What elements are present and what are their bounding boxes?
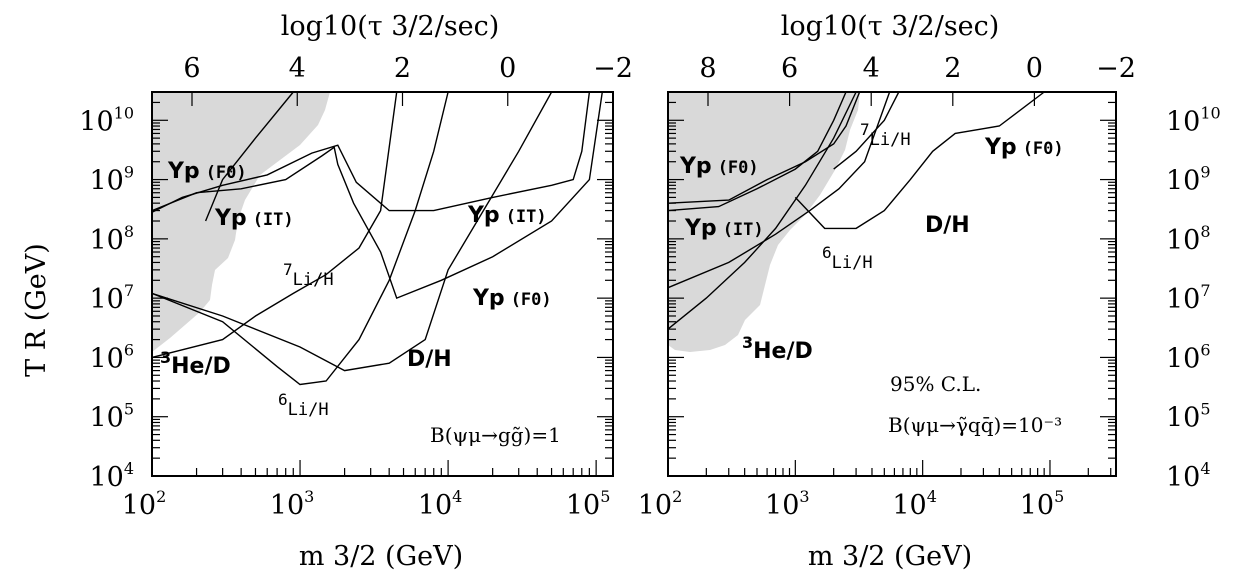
right-series-3he-d: [667, 91, 857, 330]
top-tick-label: −2: [593, 53, 633, 84]
right-series-d-h: [794, 91, 1045, 230]
right-curves: [667, 91, 1045, 330]
left-excluded-region: [152, 92, 330, 352]
label-yp-it-lower: Yp (IT): [214, 206, 294, 231]
right-series-yp-it-: [667, 91, 847, 212]
top-tick-label: −2: [1096, 53, 1136, 84]
x-tick-label: 103: [765, 487, 810, 521]
x-tick-label: 103: [270, 487, 315, 521]
left-series-yp-f0-: [151, 91, 603, 300]
right-annotation-cl: 95% C.L.: [890, 372, 981, 396]
top-tick-label: 6: [183, 53, 200, 84]
left-curves: [151, 91, 603, 386]
left-series-6li-h: [151, 91, 449, 386]
left-plot-frame: [151, 91, 614, 477]
y-tick-label: 104: [1166, 459, 1211, 493]
y-tick-label: 106: [89, 340, 134, 374]
left-series-d-h: [151, 91, 553, 372]
left-series-7li-h: [204, 91, 294, 222]
right-panel: 102 103 104 105 104 105 106 107 108 109 1010 8 6 4 2 0 −…: [638, 53, 1221, 521]
y-tick-label: 105: [89, 400, 134, 434]
label-7li-h: 7Li/H: [283, 260, 334, 290]
right-curve-labels: 7Li/H Yp (F0) Yp (F0) Yp (IT) D/H 6Li/H 3He…: [679, 120, 1064, 364]
y-tick-label: 109: [89, 163, 134, 197]
label-d-h: D/H: [407, 347, 452, 372]
y-tick-label: 106: [1166, 340, 1211, 374]
y-tick-label: 108: [1166, 222, 1211, 256]
label-yp-f0-upper: Yp (F0): [167, 159, 247, 184]
top-tick-label: 0: [499, 53, 516, 84]
top-tick-label: 4: [863, 53, 880, 84]
label-d-h-right: D/H: [925, 213, 970, 238]
x-axis-title-left: m 3/2 (GeV): [299, 541, 463, 572]
x-tick-label: 102: [638, 487, 683, 521]
left-curve-labels: Yp (F0) Yp (IT) 7Li/H Yp (IT) Yp (F0) 3He/D …: [160, 159, 552, 420]
right-plot-frame: [667, 91, 1117, 477]
x-tick-label: 105: [566, 487, 611, 521]
x-tick-label: 102: [122, 487, 167, 521]
label-yp-it-right: Yp (IT): [467, 203, 547, 228]
y-tick-label: 109: [1166, 163, 1211, 197]
top-axis-title-right: log10(τ 3/2/sec): [781, 11, 1000, 42]
left-series-3he-d: [151, 91, 398, 359]
axis-titles: log10(τ 3/2/sec) log10(τ 3/2/sec) m 3/2 …: [21, 11, 999, 572]
y-axis-title: T R (GeV): [21, 243, 52, 377]
top-tick-label: 4: [289, 53, 306, 84]
left-series-yp-it-: [151, 91, 591, 213]
left-tick-labels: 102 103 104 105 104 105 106 107 108 109 1010 6 4 2 0 −2: [79, 53, 633, 521]
top-tick-label: 2: [944, 53, 961, 84]
label-3he-d-right: 3He/D: [742, 333, 813, 364]
label-6li-h-right: 6Li/H: [822, 243, 873, 273]
label-yp-f0-right: Yp (F0): [472, 286, 552, 311]
y-tick-label: 107: [89, 281, 134, 315]
right-annotation: B(ψμ→γ̃qq̄)=10⁻³: [888, 413, 1062, 437]
top-tick-label: 0: [1026, 53, 1043, 84]
label-7li-h-right: 7Li/H: [860, 120, 911, 150]
label-yp-it-right-left: Yp (IT): [684, 216, 764, 241]
right-series-7li-h: [833, 91, 900, 170]
top-tick-label: 6: [781, 53, 798, 84]
y-tick-label: 1010: [79, 103, 134, 137]
label-yp-f0-right-top: Yp (F0): [984, 135, 1064, 160]
x-axis-title-right: m 3/2 (GeV): [808, 541, 972, 572]
x-tick-label: 105: [1020, 487, 1065, 521]
y-tick-label: 108: [89, 222, 134, 256]
y-tick-label: 107: [1166, 281, 1211, 315]
y-tick-label: 1010: [1166, 103, 1221, 137]
label-3he-d: 3He/D: [160, 348, 231, 379]
top-tick-label: 8: [699, 53, 716, 84]
y-tick-label: 105: [1166, 400, 1211, 434]
right-series-6li-h: [667, 91, 891, 289]
x-tick-label: 104: [892, 487, 937, 521]
top-tick-label: 2: [394, 53, 411, 84]
label-yp-f0-right-left: Yp (F0): [679, 154, 759, 179]
x-tick-label: 104: [418, 487, 463, 521]
top-axis-title-left: log10(τ 3/2/sec): [281, 11, 500, 42]
left-panel: 102 103 104 105 104 105 106 107 108 109 1010 6 4 2 0 −2…: [79, 53, 633, 521]
y-tick-label: 104: [89, 459, 134, 493]
right-tick-labels: 102 103 104 105 104 105 106 107 108 109 1010 8 6 4 2 0 −…: [638, 53, 1221, 521]
left-annotation: B(ψμ→gg̃)=1: [430, 423, 561, 447]
label-6li-h: 6Li/H: [278, 390, 329, 420]
